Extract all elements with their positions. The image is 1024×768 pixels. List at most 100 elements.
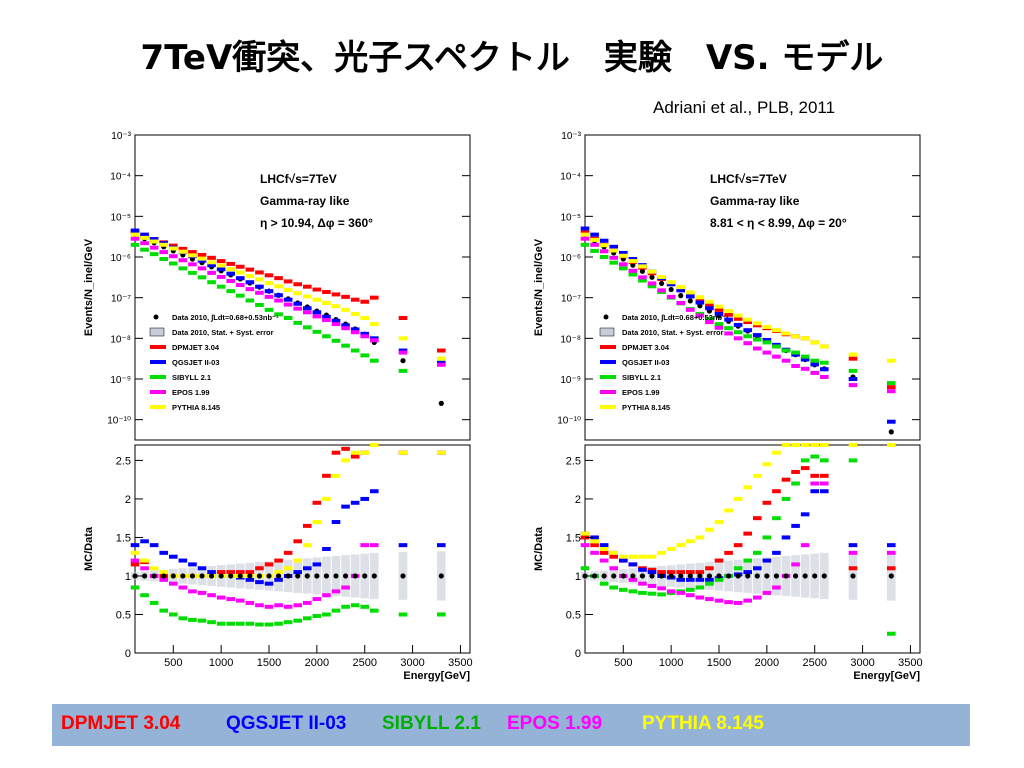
model-marker	[360, 331, 370, 336]
ratio-model-marker	[772, 450, 781, 455]
ratio-model-marker	[283, 566, 293, 571]
ratio-model-marker	[226, 597, 236, 602]
legend-model-marker	[150, 375, 166, 379]
ratio-model-marker	[676, 590, 686, 595]
ratio-y-tick-label: 0.5	[116, 609, 131, 621]
model-marker	[599, 238, 609, 243]
model-marker	[130, 230, 140, 235]
model-marker	[599, 255, 609, 259]
ratio-data-point	[639, 573, 646, 579]
model-marker	[685, 290, 695, 295]
model-marker	[772, 354, 781, 359]
ratio-model-marker	[436, 612, 446, 617]
spectrum-y-axis-label: Events/N_inel/GeV	[533, 238, 545, 336]
ratio-model-marker	[302, 543, 312, 548]
model-marker	[168, 261, 178, 266]
ratio-model-marker	[159, 550, 169, 555]
ratio-model-marker	[618, 554, 628, 559]
ratio-data-point	[180, 573, 186, 579]
model-marker	[350, 297, 360, 302]
ratio-model-marker	[800, 458, 810, 463]
ratio-model-marker	[628, 554, 638, 559]
model-marker	[216, 284, 226, 289]
ratio-model-marker	[302, 600, 312, 605]
model-marker	[705, 320, 714, 325]
ratio-model-marker	[609, 585, 619, 590]
legend-label: QGSJET II-03	[622, 358, 670, 367]
ratio-model-marker	[733, 496, 743, 501]
ratio-model-marker	[781, 477, 791, 482]
ratio-model-marker	[149, 566, 159, 571]
spectrum-y-tick-label: 10⁻⁸	[560, 334, 581, 345]
ratio-model-marker	[819, 443, 829, 447]
model-marker	[197, 256, 207, 261]
ratio-model-marker	[216, 570, 226, 575]
data-point	[888, 429, 894, 435]
legend-error-marker	[149, 327, 165, 337]
ratio-x-tick-label: 2000	[305, 657, 329, 669]
model-marker	[216, 274, 226, 279]
ratio-data-point	[314, 573, 320, 579]
spectrum-annotation: Gamma-ray like	[260, 194, 350, 208]
ratio-model-marker	[628, 562, 638, 567]
model-marker	[819, 367, 829, 372]
ratio-model-marker	[341, 458, 350, 463]
model-marker	[245, 287, 255, 292]
model-marker	[360, 316, 370, 320]
ratio-frame	[584, 444, 921, 654]
ratio-model-marker	[159, 608, 169, 613]
ratio-model-marker	[360, 450, 370, 455]
ratio-data-point	[342, 573, 349, 579]
ratio-model-marker	[685, 539, 695, 544]
model-marker	[590, 237, 599, 242]
model-marker	[302, 294, 312, 299]
ratio-model-marker	[810, 443, 820, 447]
ratio-model-marker	[312, 500, 322, 505]
ratio-model-marker	[130, 558, 140, 563]
model-marker	[322, 289, 331, 294]
ratio-model-marker	[695, 585, 705, 590]
model-marker	[369, 322, 379, 327]
ratio-model-marker	[207, 570, 216, 575]
ratio-model-marker	[302, 616, 312, 621]
ratio-model-marker	[341, 446, 350, 451]
model-marker	[283, 287, 293, 292]
model-marker	[886, 358, 896, 363]
ratio-model-marker	[302, 566, 312, 571]
model-marker	[724, 312, 733, 317]
ratio-model-marker	[197, 590, 207, 595]
model-marker	[436, 356, 446, 361]
model-marker	[628, 272, 638, 277]
ratio-model-marker	[590, 543, 599, 548]
model-marker	[341, 294, 350, 299]
model-marker	[810, 358, 820, 363]
ratio-model-marker	[580, 566, 590, 571]
model-marker	[705, 316, 714, 321]
model-marker	[274, 284, 283, 289]
ratio-model-marker	[302, 523, 312, 528]
model-marker	[848, 377, 858, 381]
model-marker	[791, 334, 800, 339]
model-marker	[599, 249, 609, 254]
ratio-data-point	[256, 573, 263, 579]
spectrum-y-tick-label: 10⁻¹⁰	[557, 416, 581, 427]
ratio-model-marker	[130, 550, 140, 555]
model-marker	[274, 312, 283, 317]
model-marker	[695, 300, 705, 305]
model-marker	[398, 368, 408, 373]
slide-title: 7TeV衝突、光子スペクトル 実験 VS. モデル	[140, 38, 884, 78]
legend-model-marker	[150, 405, 166, 409]
model-marker	[705, 299, 714, 304]
ratio-model-marker	[590, 550, 599, 555]
model-marker	[580, 226, 590, 231]
ratio-model-marker	[599, 547, 609, 551]
spectrum-y-tick-label: 10⁻⁶	[110, 253, 131, 264]
ratio-data-point	[218, 573, 224, 579]
ratio-model-marker	[436, 543, 446, 548]
model-marker	[886, 385, 896, 390]
data-point	[438, 400, 444, 406]
ratio-model-marker	[676, 543, 686, 548]
ratio-model-marker	[666, 570, 676, 575]
ratio-data-point	[630, 573, 636, 579]
ratio-model-marker	[609, 550, 619, 555]
